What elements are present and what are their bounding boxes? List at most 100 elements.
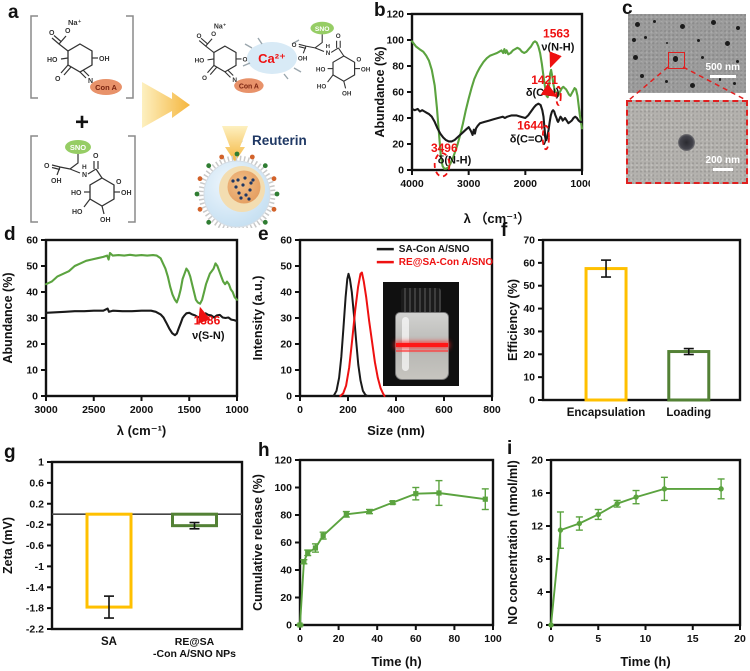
panel-a-scheme: a O O bbox=[0, 0, 370, 228]
panel-label-d: d bbox=[4, 224, 16, 245]
svg-text:δ(N-H): δ(N-H) bbox=[438, 155, 472, 167]
svg-text:Time (h): Time (h) bbox=[620, 654, 670, 669]
scheme-drawing: O O Na⁺ HO OH O N Con A SN bbox=[30, 15, 370, 228]
scale-bar-label: 500 nm bbox=[705, 62, 740, 73]
svg-text:Size (nm): Size (nm) bbox=[367, 423, 425, 438]
panel-label-f: f bbox=[501, 220, 508, 241]
tem-connector-lines bbox=[628, 66, 747, 101]
svg-text:80: 80 bbox=[280, 510, 292, 522]
panel-label-h: h bbox=[258, 440, 270, 461]
reuterin-label: Reuterin bbox=[252, 133, 307, 148]
svg-text:100: 100 bbox=[386, 35, 404, 47]
svg-text:400: 400 bbox=[387, 404, 405, 416]
tem-particle bbox=[672, 56, 678, 62]
svg-text:10: 10 bbox=[26, 365, 38, 377]
reaction-arrow-right bbox=[142, 82, 190, 128]
svg-text:30: 30 bbox=[280, 313, 292, 325]
panel-label-b: b bbox=[374, 0, 386, 21]
plus-sign: + bbox=[75, 109, 89, 136]
svg-text:0: 0 bbox=[398, 165, 404, 177]
svg-text:Efficiency (%): Efficiency (%) bbox=[506, 279, 520, 361]
surface-ligand-dots bbox=[194, 151, 280, 225]
tem-particle bbox=[724, 40, 730, 46]
svg-text:20: 20 bbox=[333, 633, 345, 645]
tem-particle bbox=[736, 59, 740, 63]
tem-particle bbox=[634, 21, 640, 27]
svg-text:40: 40 bbox=[371, 633, 383, 645]
chart-svg: 0 20 40 60 80 100 120 0 20 40 60 80 100 Time (h) Cumul… bbox=[251, 455, 502, 670]
svg-text:40: 40 bbox=[280, 565, 292, 577]
svg-text:Cumulative release (%): Cumulative release (%) bbox=[251, 474, 265, 611]
svg-text:40: 40 bbox=[523, 303, 535, 315]
svg-text:Loading: Loading bbox=[666, 407, 711, 419]
svg-text:Abundance (%): Abundance (%) bbox=[373, 47, 387, 138]
svg-text:Zeta (mV): Zeta (mV) bbox=[1, 517, 15, 574]
svg-text:Time (h): Time (h) bbox=[371, 654, 421, 669]
tem-zoom-region-box bbox=[668, 52, 685, 69]
panel-h-release: h 0 20 40 60 80 100 120 0 20 40 60 80 100 Time (h) Cum… bbox=[250, 440, 505, 671]
svg-text:100: 100 bbox=[484, 633, 502, 645]
particle-core bbox=[227, 170, 261, 204]
svg-text:120: 120 bbox=[274, 455, 292, 467]
svg-text:2000: 2000 bbox=[130, 404, 154, 416]
nanoparticle bbox=[194, 151, 280, 228]
svg-text:60: 60 bbox=[280, 235, 292, 247]
svg-text:RE@SA-Con A/SNO: RE@SA-Con A/SNO bbox=[399, 257, 494, 268]
svg-text:Encapsulation: Encapsulation bbox=[567, 407, 646, 419]
panel-d-ftir: d 0 10 20 30 40 50 60 3000 2500 2000 1500 1000 λ (cm… bbox=[0, 224, 250, 440]
tem-particle bbox=[690, 82, 696, 88]
bracket-left-structure bbox=[30, 15, 134, 99]
svg-text:-0.2: -0.2 bbox=[26, 519, 44, 531]
svg-text:3000: 3000 bbox=[34, 404, 58, 416]
svg-text:40: 40 bbox=[26, 287, 38, 299]
tem-particle bbox=[732, 82, 736, 85]
svg-text:2000: 2000 bbox=[514, 178, 538, 190]
svg-text:20: 20 bbox=[26, 339, 38, 351]
svg-text:15: 15 bbox=[687, 633, 699, 645]
tem-particle bbox=[632, 55, 638, 60]
encapsulated-reuterin-dots bbox=[231, 176, 255, 201]
svg-text:12: 12 bbox=[531, 521, 543, 533]
svg-text:1: 1 bbox=[38, 457, 44, 469]
svg-text:20: 20 bbox=[280, 339, 292, 351]
svg-text:0.2: 0.2 bbox=[29, 498, 44, 510]
svg-text:RE@SA-Con A/SNO NPs: RE@SA -Con A/SNO NPs bbox=[153, 636, 236, 660]
svg-text:0: 0 bbox=[548, 633, 554, 645]
svg-text:0: 0 bbox=[297, 404, 303, 416]
svg-text:1500: 1500 bbox=[178, 404, 202, 416]
laser-beam bbox=[396, 343, 448, 347]
svg-text:60: 60 bbox=[410, 633, 422, 645]
svg-text:40: 40 bbox=[280, 287, 292, 299]
svg-text:0: 0 bbox=[286, 620, 292, 632]
svg-text:70: 70 bbox=[523, 235, 535, 247]
svg-text:100: 100 bbox=[274, 482, 292, 494]
svg-text:4: 4 bbox=[537, 587, 543, 599]
chart-svg: 0 10 20 30 40 50 60 70 Encapsulation Loading Effic… bbox=[506, 235, 742, 419]
panel-label-a: a bbox=[8, 2, 19, 23]
svg-text:Abundance (%): Abundance (%) bbox=[1, 273, 15, 364]
panel-label-g: g bbox=[4, 442, 16, 463]
tem-particle bbox=[718, 78, 722, 81]
calcium-badge: Ca²⁺ bbox=[242, 37, 302, 80]
tem-particle bbox=[652, 20, 656, 24]
svg-text:Ca²⁺: Ca²⁺ bbox=[258, 51, 286, 66]
svg-text:1386: 1386 bbox=[194, 314, 221, 328]
svg-text:λ （cm⁻¹）: λ （cm⁻¹） bbox=[464, 211, 531, 226]
chart-zeta: 1 0.6 0.2 -0.2 -0.6 -1 -1.4 -1.8 -2.2 SA RE@SA -Con… bbox=[0, 440, 250, 671]
svg-text:60: 60 bbox=[523, 257, 535, 269]
svg-text:200: 200 bbox=[339, 404, 357, 416]
svg-text:λ (cm⁻¹): λ (cm⁻¹) bbox=[117, 423, 166, 438]
svg-text:SA-Con A/SNO: SA-Con A/SNO bbox=[399, 244, 470, 255]
svg-text:Intensity (a.u.): Intensity (a.u.) bbox=[251, 276, 265, 361]
svg-text:NO concentration (nmol/ml): NO concentration (nmol/ml) bbox=[506, 460, 520, 625]
svg-text:20: 20 bbox=[531, 455, 543, 467]
panel-e-dls: e 0 10 20 30 40 50 60 0 200 400 600 800 Size (nm) Int… bbox=[250, 224, 505, 440]
svg-text:1000: 1000 bbox=[570, 178, 590, 190]
vial-photo-inset bbox=[383, 282, 459, 386]
svg-text:0: 0 bbox=[32, 391, 38, 403]
svg-text:0.6: 0.6 bbox=[29, 477, 44, 489]
svg-text:1644: 1644 bbox=[517, 119, 544, 133]
panel-b-ftir: b 0 20 40 60 80 100 120 4000 3000 2000 1000 λ （cm⁻¹… bbox=[372, 0, 590, 228]
chart-dls: 0 10 20 30 40 50 60 0 200 400 600 800 Size (nm) Inten… bbox=[250, 228, 505, 440]
